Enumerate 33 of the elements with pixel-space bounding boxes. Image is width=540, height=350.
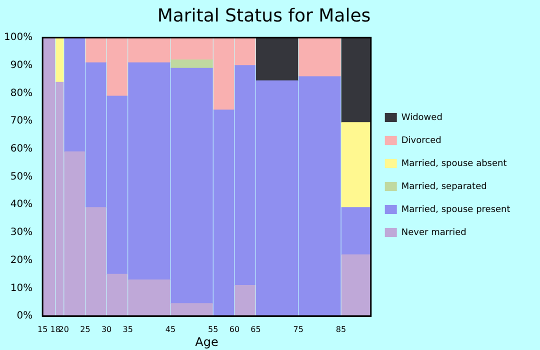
legend-label: Widowed [401, 112, 448, 123]
x-tick-label: 60 [229, 324, 240, 334]
y-tick-label: 80% [10, 88, 33, 99]
y-tick-label: 90% [10, 60, 33, 72]
y-tick-label: 10% [10, 282, 33, 294]
y-tick-label: 0% [16, 310, 33, 322]
legend-label: Married, separated [401, 182, 493, 192]
y-tick-label: 40% [10, 199, 33, 210]
legend-label: Married, spouse present [401, 204, 516, 215]
bar [234, 285, 256, 316]
legend-label: Never married [401, 228, 472, 238]
x-tick-label: 30 [101, 324, 112, 334]
x-tick-label: 85 [336, 324, 346, 334]
y-tick-label: 50% [10, 171, 33, 182]
x-tick-label: 18 [50, 324, 60, 334]
legend-label: Divorced [401, 136, 448, 146]
x-tick-label: 45 [165, 324, 176, 334]
y-tick-label: 60% [10, 144, 33, 155]
y-tick-label: 20% [10, 254, 33, 266]
chart-title: Marital Status for Males [157, 5, 371, 26]
x-axis-title: Age [195, 334, 218, 349]
bar [170, 60, 213, 69]
legend-label: Married, spouse absent [401, 158, 512, 169]
x-tick-label: 55 [208, 324, 218, 334]
x-tick-label: 65 [250, 324, 261, 334]
x-tick-label: 20 [58, 324, 69, 334]
y-tick-label: 100% [4, 32, 33, 44]
y-tick-label: 30% [10, 227, 33, 238]
y-tick-label: 70% [10, 116, 33, 127]
x-tick-label: 35 [122, 324, 133, 334]
x-tick-label: 25 [80, 324, 90, 334]
x-tick-label: 75 [293, 324, 304, 334]
x-tick-label: 15 [37, 324, 48, 334]
